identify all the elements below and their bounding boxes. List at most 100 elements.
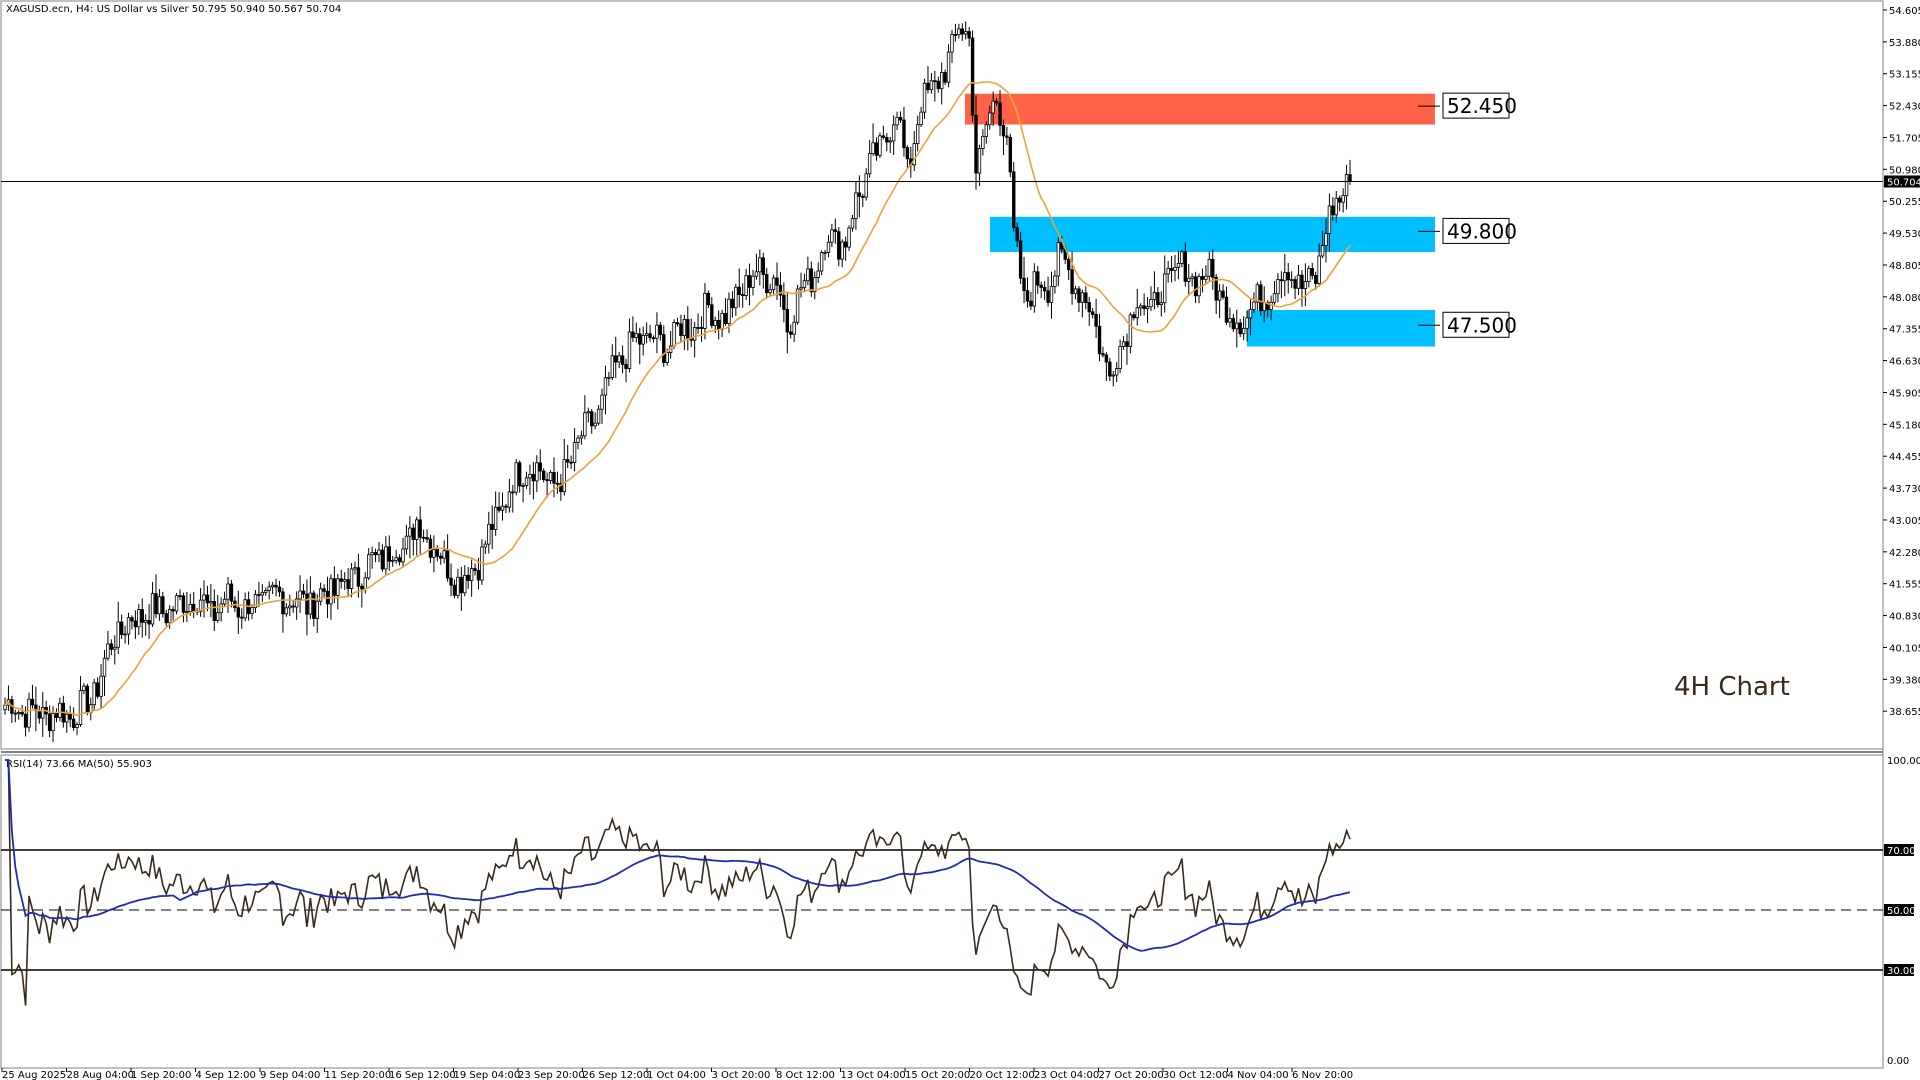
candle-body [1279, 279, 1284, 282]
candle-body [840, 241, 844, 260]
candle-body [47, 713, 52, 732]
candle-body [13, 712, 17, 715]
candle-body [576, 437, 580, 443]
candle-body [720, 312, 724, 330]
candle-body [1022, 277, 1026, 291]
candle-body [1039, 284, 1043, 288]
candle-body [95, 682, 100, 697]
rsi-tick-label: 100.00 [1887, 756, 1920, 767]
candle-body [929, 80, 934, 91]
candle-body [593, 422, 597, 427]
price-panel[interactable] [0, 0, 1884, 750]
candle-body [27, 698, 31, 728]
candle-body [487, 523, 491, 545]
candle-body [799, 287, 803, 290]
candle-body [459, 576, 464, 594]
candle-body [878, 135, 882, 156]
candle-body [109, 643, 114, 650]
candle-body [1344, 174, 1349, 197]
candle-body [754, 271, 759, 277]
candle-body [648, 333, 652, 339]
candle-body [140, 609, 144, 623]
time-tick-label: 9 Sep 04:00 [260, 1070, 320, 1080]
rsi-panel[interactable] [0, 754, 1884, 1069]
candle-body [373, 552, 378, 556]
candle-body [1241, 327, 1246, 335]
candle-body [620, 355, 625, 365]
candle-body [181, 595, 186, 613]
price-tick-label: 50.255 [1889, 197, 1920, 208]
candle-body [161, 596, 165, 614]
candle-body [384, 546, 388, 570]
candle-body [1080, 292, 1085, 303]
candle-body [1307, 268, 1311, 282]
candle-body [1073, 288, 1078, 295]
candle-body [912, 143, 916, 166]
candle-body [675, 322, 680, 325]
candle-body [1145, 306, 1150, 310]
rsi-tick-label: 30.00 [1887, 966, 1916, 977]
candle-body [257, 594, 261, 596]
candle-body [823, 251, 827, 254]
candle-body [1296, 274, 1301, 289]
candle-body [977, 148, 982, 174]
candle-body [1152, 292, 1157, 300]
rsi-level-tag [1884, 904, 1914, 916]
candle-body [329, 578, 333, 605]
candle-body [267, 586, 271, 591]
candle-body [960, 28, 964, 35]
candle-body [730, 298, 735, 309]
candle-body [1187, 277, 1191, 282]
candle-body [476, 570, 481, 581]
candle-body [1224, 296, 1229, 323]
candle-body [1300, 274, 1304, 290]
candle-body [1001, 124, 1006, 137]
candle-body [432, 549, 436, 558]
candle-body [507, 491, 512, 508]
candle-body [428, 538, 433, 558]
candle-body [566, 459, 570, 463]
candle-body [253, 594, 258, 609]
price-tick-label: 40.105 [1889, 643, 1920, 654]
candle-body [926, 82, 930, 91]
candle-body [638, 333, 642, 345]
candle-body [456, 576, 460, 596]
candle-body [137, 609, 141, 628]
candle-body [631, 331, 635, 338]
candle-body [1176, 263, 1181, 268]
candle-body [1272, 293, 1277, 303]
candle-body [785, 308, 789, 333]
candle-body [665, 352, 669, 363]
candle-body [933, 80, 937, 83]
candle-body [1015, 227, 1019, 242]
candle-body [82, 685, 86, 691]
price-tick-label: 43.005 [1889, 516, 1920, 527]
candle-body [1132, 314, 1136, 319]
level-label-box [1442, 311, 1510, 338]
time-tick-label: 26 Sep 12:00 [583, 1070, 650, 1080]
candle-body [1025, 290, 1030, 302]
candle-body [782, 294, 786, 310]
candle-body [1114, 368, 1119, 376]
candle-body [277, 586, 282, 593]
rsi-ma-line [5, 759, 1351, 952]
candle-body [778, 284, 783, 296]
candle-body [813, 277, 817, 293]
candle-body [850, 218, 855, 229]
candle-body [957, 28, 961, 36]
candle-body [435, 549, 440, 557]
candle-body [1303, 281, 1308, 290]
rsi-level-tag [1884, 844, 1914, 856]
candle-body [614, 355, 618, 363]
candle-body [686, 319, 690, 339]
candle-body [1029, 300, 1033, 307]
candle-body [473, 568, 477, 571]
candle-body [1090, 311, 1095, 315]
candle-body [380, 549, 385, 570]
candle-body [222, 598, 227, 605]
candle-body [3, 704, 7, 710]
candle-body [284, 607, 289, 615]
candle-body [1008, 136, 1013, 173]
candle-body [569, 461, 573, 464]
